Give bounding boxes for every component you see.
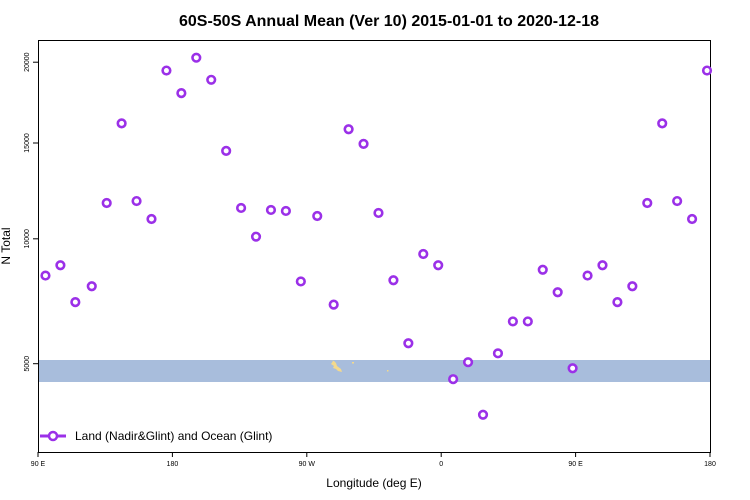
- data-point: [146, 213, 157, 225]
- x-tick-label: 0: [439, 461, 443, 468]
- chart-title: 60S-50S Annual Mean (Ver 10) 2015-01-01 …: [179, 13, 599, 30]
- data-point: [250, 231, 262, 242]
- data-point: [433, 260, 444, 271]
- data-point: [176, 88, 187, 99]
- data-point: [418, 248, 429, 260]
- data-point: [582, 270, 593, 281]
- data-point: [567, 363, 578, 374]
- x-tick-label: 90 E: [568, 461, 583, 468]
- data-point: [597, 260, 608, 271]
- legend-marker: [47, 430, 59, 442]
- data-point: [328, 299, 339, 310]
- data-point: [552, 287, 563, 298]
- y-tick-label: 10000: [24, 229, 31, 249]
- data-point: [70, 297, 81, 308]
- legend-label: Land (Nadir&Glint) and Ocean (Glint): [75, 429, 272, 443]
- legend: Land (Nadir&Glint) and Ocean (Glint): [40, 429, 272, 443]
- x-axis: 90 E 180 90 W 0 90 E 180: [31, 452, 716, 468]
- data-point: [221, 145, 232, 156]
- data-point: [507, 316, 518, 327]
- data-point: [522, 316, 533, 327]
- x-tick-label: 90 E: [31, 461, 46, 468]
- data-point: [388, 275, 399, 286]
- data-point: [191, 52, 202, 63]
- x-tick-label: 90 W: [299, 461, 316, 468]
- land-islet: [352, 362, 354, 364]
- data-point: [701, 65, 713, 76]
- data-point: [477, 409, 489, 420]
- data-point: [403, 338, 414, 349]
- y-axis: 5000 10000 15000 20000: [24, 52, 38, 371]
- data-point: [672, 195, 683, 207]
- land-mass: [330, 360, 342, 372]
- data-point: [373, 207, 384, 219]
- land-features: [330, 360, 389, 372]
- data-point: [235, 202, 247, 214]
- x-tick-label: 180: [704, 461, 716, 468]
- data-point: [86, 281, 97, 292]
- land-islet: [387, 370, 389, 372]
- plot-frame: [38, 40, 711, 453]
- data-point: [343, 124, 354, 135]
- data-point: [55, 260, 66, 271]
- data-point: [642, 197, 653, 209]
- data-point: [627, 281, 638, 292]
- data-point: [161, 65, 172, 76]
- data-point: [657, 118, 668, 129]
- data-point: [537, 264, 548, 275]
- x-axis-label: Longitude (deg E): [326, 476, 421, 490]
- ocean-band: [38, 360, 710, 382]
- x-tick-label: 180: [167, 461, 179, 468]
- data-point: [448, 374, 459, 385]
- y-tick-label: 5000: [24, 356, 31, 372]
- data-point: [101, 197, 112, 209]
- data-point: [462, 357, 474, 368]
- data-point: [295, 276, 306, 287]
- y-axis-label: N Total: [0, 227, 13, 264]
- data-point: [686, 213, 698, 225]
- data-point: [312, 210, 323, 222]
- data-point: [40, 270, 51, 281]
- data-point: [612, 297, 623, 308]
- data-point: [280, 205, 291, 217]
- data-point: [358, 138, 369, 149]
- y-tick-label: 15000: [24, 133, 31, 153]
- series-points: [40, 52, 713, 420]
- data-point: [492, 348, 504, 359]
- data-point: [116, 118, 127, 129]
- data-point: [131, 195, 142, 207]
- y-tick-label: 20000: [24, 52, 31, 72]
- data-point: [206, 74, 217, 85]
- data-point: [265, 204, 277, 216]
